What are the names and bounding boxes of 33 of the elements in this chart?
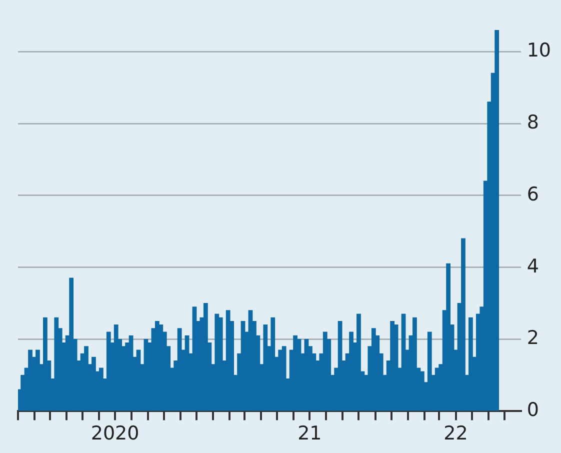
- x-tick-label: 21: [298, 422, 322, 445]
- y-tick-label: 8: [526, 111, 539, 134]
- y-tick-label: 6: [526, 183, 539, 206]
- bar: [278, 350, 283, 411]
- bar: [158, 324, 164, 411]
- bar: [446, 263, 450, 411]
- y-tick-label: 10: [526, 40, 552, 62]
- bar: [390, 320, 395, 411]
- bar: [356, 314, 361, 411]
- bar: [263, 324, 268, 411]
- bar: [54, 317, 59, 411]
- bar: [218, 317, 223, 411]
- bar: [349, 332, 354, 411]
- bar: [69, 278, 74, 411]
- bar: [338, 320, 342, 411]
- x-tick-label: 22: [444, 422, 468, 445]
- x-tick-label: 2020: [90, 422, 140, 445]
- bar: [84, 346, 88, 411]
- bar: [270, 317, 276, 411]
- bar: [43, 317, 48, 411]
- bar: [92, 356, 96, 411]
- bar: [494, 30, 500, 411]
- y-tick-label: 0: [526, 399, 539, 422]
- bar: [293, 335, 298, 411]
- y-tick-label: 2: [526, 327, 539, 350]
- bar: [28, 350, 32, 411]
- bar: [427, 332, 432, 411]
- bar: [461, 238, 466, 411]
- bar: [214, 314, 220, 411]
- bar: [282, 346, 286, 411]
- bar: [36, 350, 40, 411]
- bar: [412, 317, 417, 411]
- y-tick-label: 4: [526, 255, 539, 278]
